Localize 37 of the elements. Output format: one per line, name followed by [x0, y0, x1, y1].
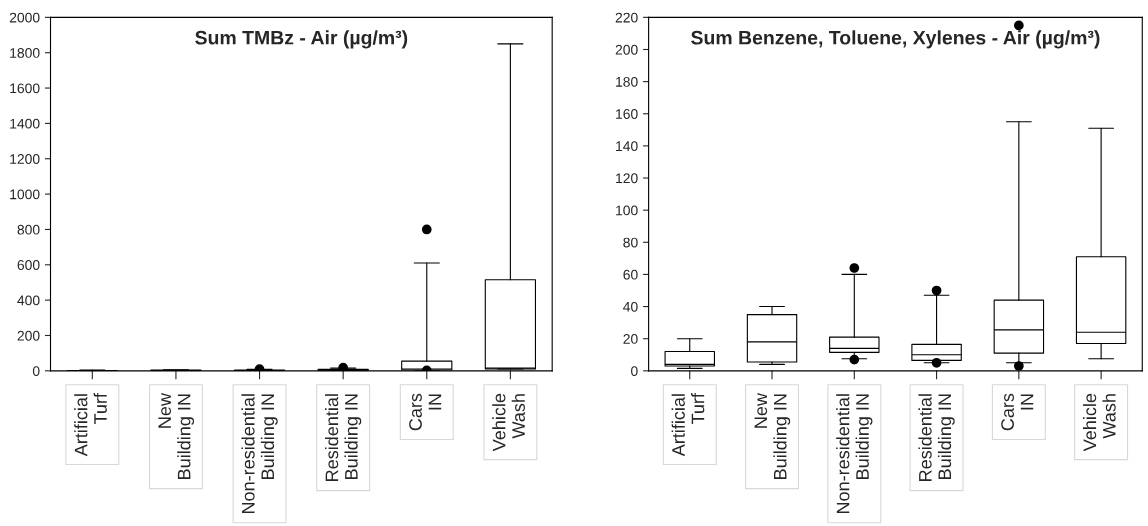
y-tick-label: 200: [615, 44, 638, 55]
y-tick-label: 40: [623, 301, 638, 312]
x-tick-label: Non-residential Building IN: [241, 394, 278, 513]
y-tick-label: 1800: [10, 48, 40, 58]
y-tick-label: 120: [616, 173, 638, 184]
y-tick-label: 220: [615, 12, 638, 23]
y-tick-label: 2000: [9, 12, 40, 23]
y-tick-label: 140: [616, 141, 638, 152]
x-tick-label: Cars IN: [1001, 393, 1034, 431]
x-tick-label: Artificial Turf: [671, 393, 705, 457]
text: Sum TMBz - Air (µg/m³): [195, 30, 408, 49]
y-tick-label: 60: [623, 269, 638, 280]
y-tick-label: 200: [17, 330, 40, 341]
y-tick-label: 1200: [10, 154, 40, 164]
y-tick-label: 1600: [10, 83, 40, 94]
x-tick-label: Residential Building IN: [325, 394, 362, 481]
y-tick-label: 1000: [10, 189, 40, 200]
x-tick-label: Residential Building IN: [918, 394, 955, 481]
text: Sum Benzene, Toluene, Xylenes - Air (µg/m³): [691, 30, 1100, 49]
x-tick-label: Vehicle Wash: [1082, 393, 1116, 452]
y-tick-label: 600: [17, 260, 40, 270]
y-tick-label: 180: [616, 76, 638, 87]
y-tick-label: 100: [616, 205, 638, 216]
x-tick-label: Vehicle Wash: [492, 393, 525, 452]
y-tick-label: 0: [631, 366, 638, 376]
x-tick-label: New Building IN: [754, 393, 791, 479]
y-tick-label: 80: [623, 237, 638, 248]
y-tick-label: 20: [623, 334, 638, 344]
x-tick-label: New Building IN: [158, 393, 195, 479]
y-tick-label: 800: [17, 224, 40, 235]
x-tick-label: Cars IN: [409, 393, 442, 431]
y-tick-label: 0: [32, 366, 40, 376]
x-tick-label: Artificial Turf: [74, 393, 107, 457]
x-tick-label: Non-residential Building IN: [836, 394, 873, 513]
y-tick-label: 160: [616, 109, 638, 119]
y-tick-label: 1400: [10, 118, 40, 129]
y-tick-label: 400: [17, 295, 40, 306]
